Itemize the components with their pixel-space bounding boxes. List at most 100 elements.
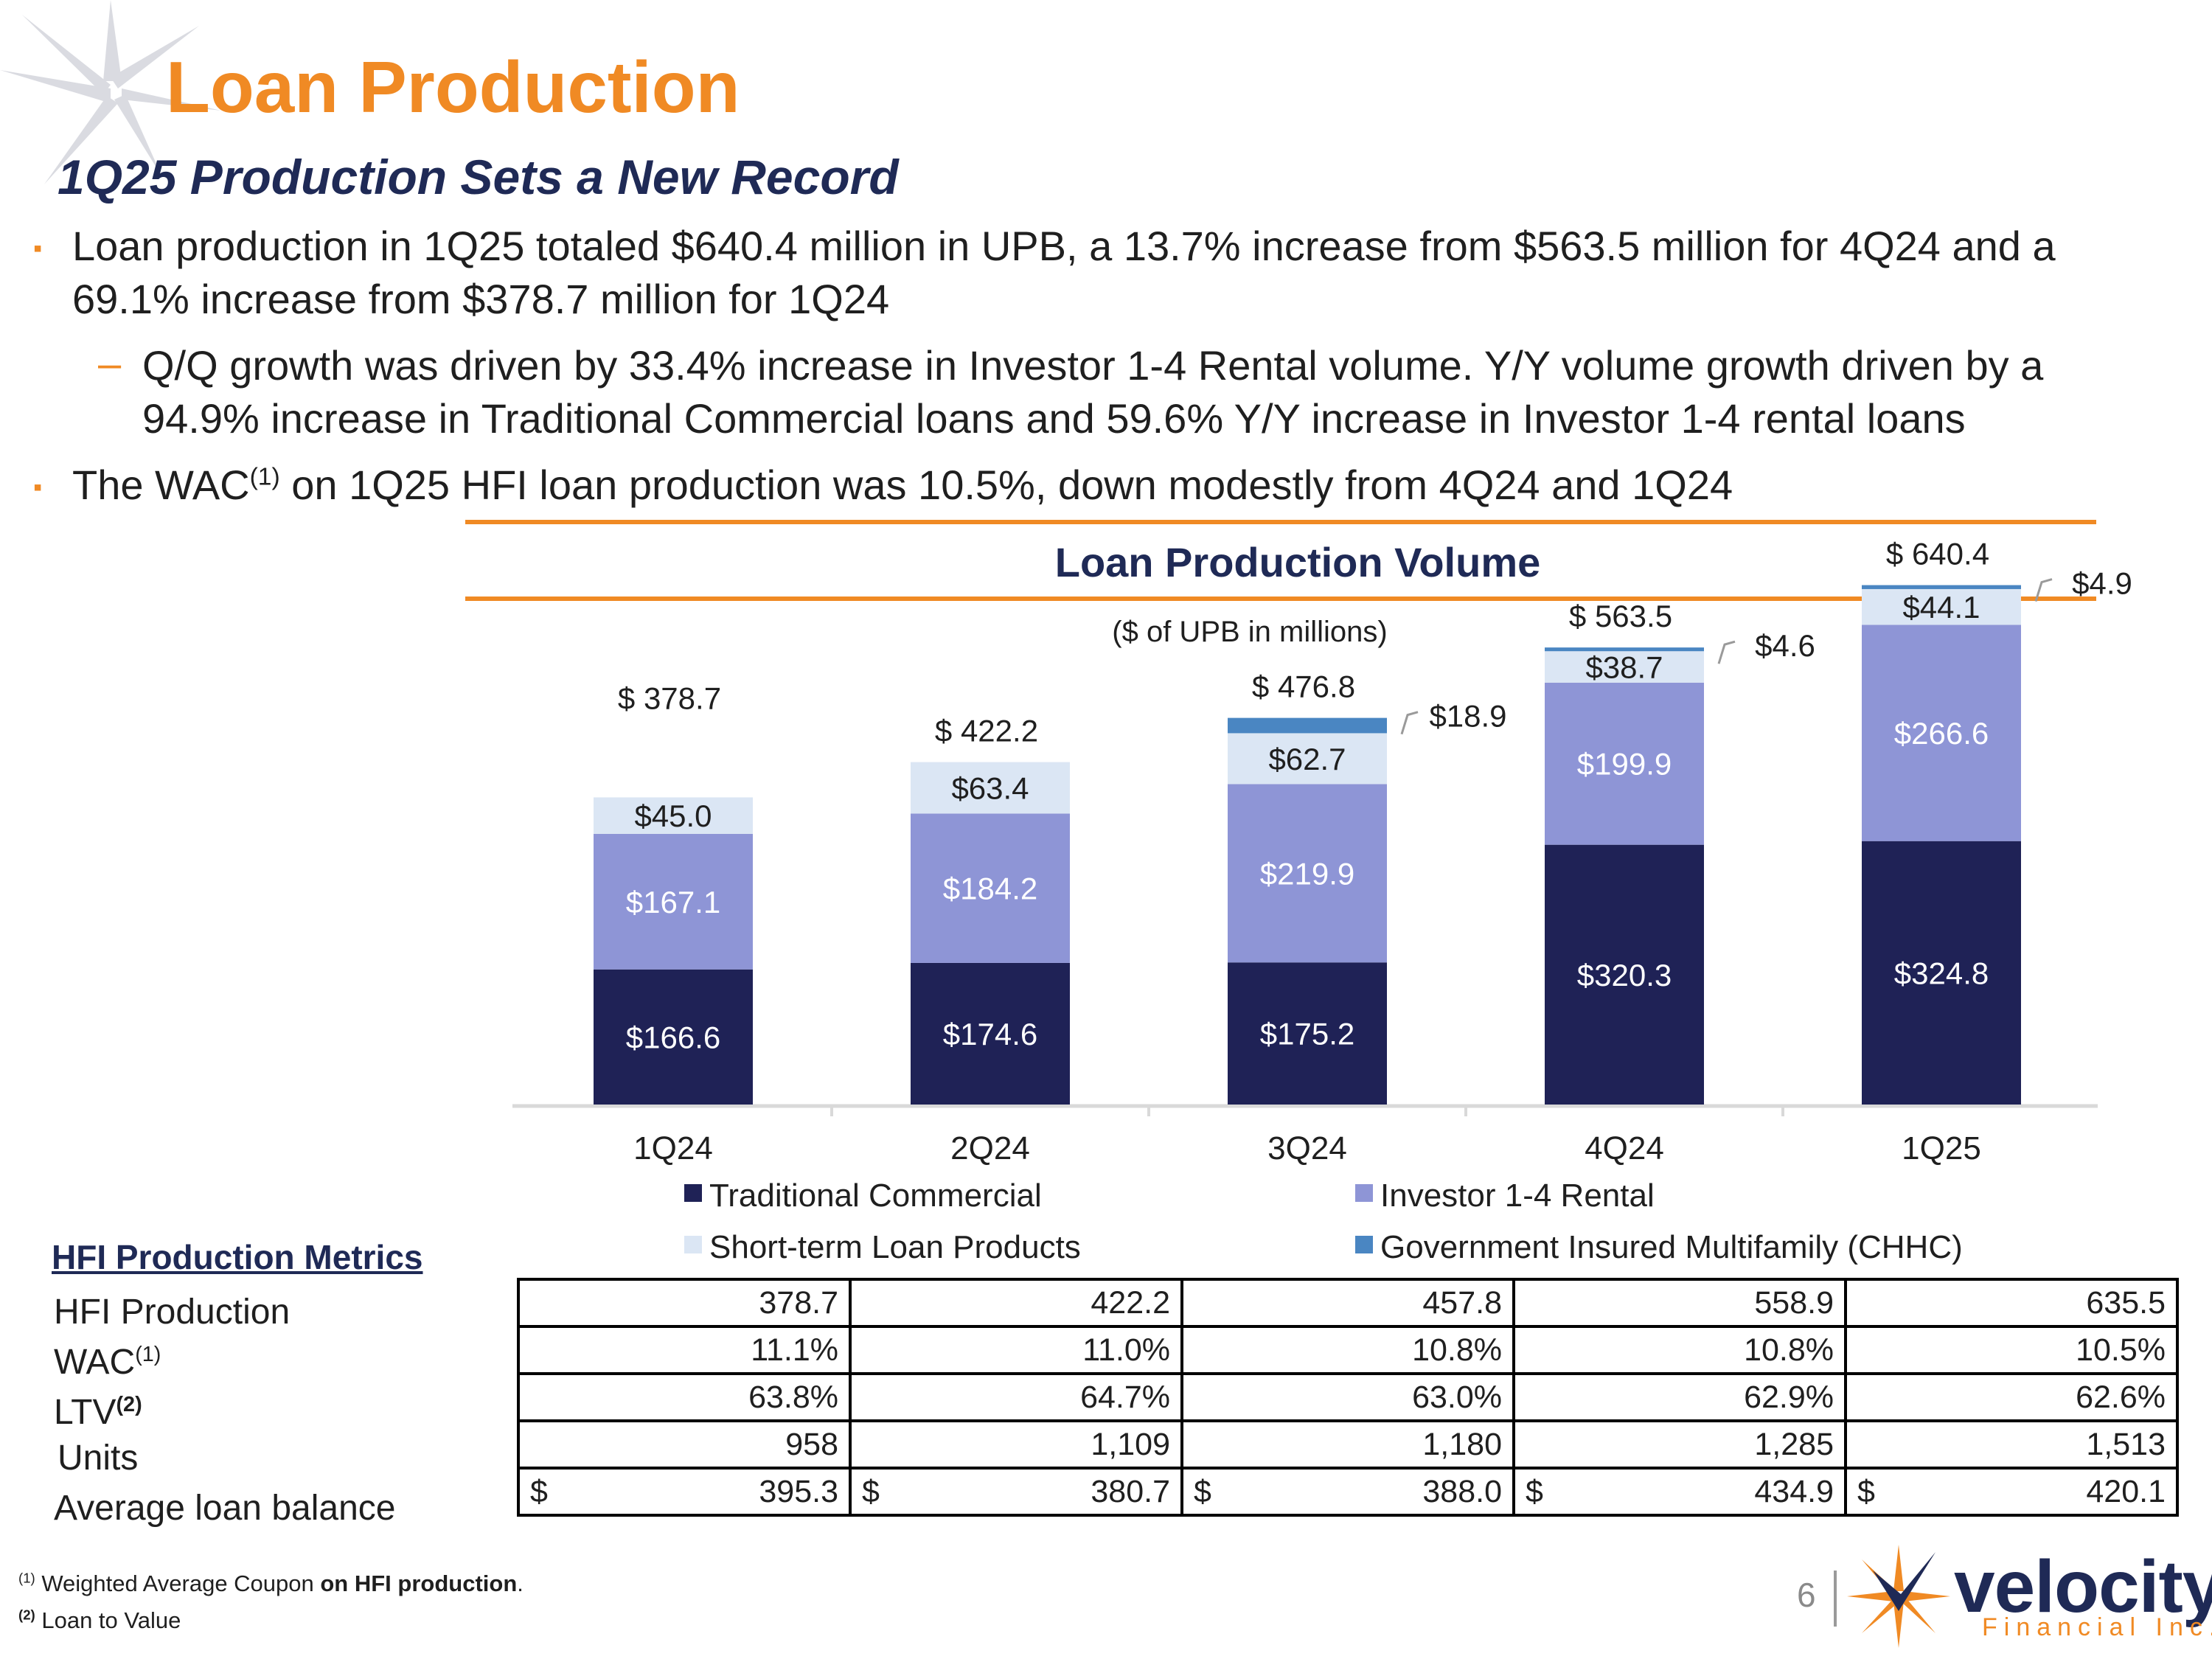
- bar-segment: [1228, 784, 1387, 963]
- bar-segment: [1545, 844, 1704, 1105]
- bar-segment: [1228, 717, 1387, 734]
- leader-line: [1717, 640, 1736, 664]
- metrics-table-cell: 422.2: [849, 1278, 1183, 1328]
- legend-swatch: [1355, 1184, 1373, 1202]
- metrics-row-label-text: Units: [58, 1439, 139, 1478]
- metrics-table-cell: 11.0%: [849, 1325, 1183, 1375]
- metrics-table-cell: 378.7: [517, 1278, 852, 1328]
- metrics-table-cell: $388.0: [1180, 1467, 1515, 1517]
- metrics-cell-value: 388.0: [1422, 1473, 1502, 1509]
- metrics-table-cell: 63.0%: [1180, 1372, 1515, 1422]
- metrics-cell-value: 958: [785, 1426, 838, 1462]
- metrics-cell-value: 63.0%: [1412, 1379, 1502, 1415]
- metrics-table-row: 958 1,109 1,180 1,285 1,513: [517, 1419, 2179, 1470]
- bullet-marker: ▪: [33, 473, 43, 501]
- bar-value-label: $45.0: [634, 799, 712, 833]
- bar-segment: [1862, 588, 2021, 625]
- bar-value-label: $219.9: [1260, 856, 1354, 891]
- metrics-table-cell: 62.9%: [1512, 1372, 1847, 1422]
- page-title: Loan Production: [166, 46, 740, 128]
- bar-value-label: $175.2: [1260, 1017, 1354, 1051]
- metrics-cell-value: 11.0%: [1082, 1332, 1170, 1368]
- metrics-table-cell: 457.8: [1180, 1278, 1515, 1328]
- bullet-2-sup: (1): [249, 463, 280, 491]
- metrics-table: 378.7 422.2 457.8 558.9 635.5 11.1% 11.0% 10.8%…: [517, 1278, 2179, 1517]
- bar-segment: [1862, 841, 2021, 1105]
- metrics-row-label-sup: (1): [135, 1343, 161, 1366]
- metrics-table-cell: 1,513: [1844, 1419, 2179, 1470]
- legend-label: Short-term Loan Products: [709, 1229, 1081, 1265]
- bar-total-label: $ 422.2: [935, 714, 1038, 748]
- bar-segment: [1545, 647, 1704, 652]
- bar-segment: [594, 797, 753, 834]
- metrics-table-cell: 958: [517, 1419, 852, 1470]
- bullet-2: The WAC(1) on 1Q25 HFI loan production w…: [72, 459, 1733, 512]
- x-tick-label: 1Q24: [633, 1130, 713, 1166]
- metrics-cell-value: 395.3: [759, 1473, 838, 1509]
- footnote-1-sup: (1): [18, 1570, 35, 1586]
- page-number: 6: [1797, 1576, 1816, 1614]
- bar-segment: [1228, 733, 1387, 785]
- bar-segment: [1545, 682, 1704, 845]
- metrics-row-label: Units: [58, 1438, 138, 1478]
- bar-value-label: $266.6: [1894, 716, 1989, 751]
- x-tick-label: 4Q24: [1585, 1130, 1664, 1166]
- metrics-cell-value: 422.2: [1091, 1284, 1170, 1321]
- bar-total-label: $ 640.4: [1886, 537, 1989, 571]
- bar-value-label: $18.9: [1429, 699, 1506, 734]
- metrics-table-cell: 1,180: [1180, 1419, 1515, 1470]
- bar-total-label: $ 476.8: [1252, 669, 1355, 704]
- footnote-1: (1) Weighted Average Coupon on HFI produ…: [18, 1571, 524, 1597]
- chart-subtitle: ($ of UPB in millions): [1112, 616, 1387, 648]
- metrics-cell-value: 1,109: [1091, 1426, 1170, 1462]
- metrics-table-row: 11.1% 11.0% 10.8% 10.8% 10.5%: [517, 1325, 2179, 1375]
- metrics-row-label: LTV(2): [54, 1392, 142, 1433]
- metrics-row-label-text: HFI Production: [54, 1293, 291, 1332]
- metrics-table-cell: 1,109: [849, 1419, 1183, 1470]
- metrics-cell-value: 420.1: [2086, 1473, 2166, 1509]
- metrics-row-label-text: WAC: [54, 1343, 136, 1382]
- currency-symbol: $: [1194, 1473, 1211, 1509]
- metrics-row-label-text: Average loan balance: [54, 1489, 396, 1528]
- metrics-row-label: HFI Production: [54, 1292, 290, 1332]
- bar-value-label: $38.7: [1585, 650, 1663, 684]
- metrics-table-cell: 63.8%: [517, 1372, 852, 1422]
- legend-label: Investor 1-4 Rental: [1380, 1178, 1655, 1214]
- footnote-2: (2) Loan to Value: [18, 1607, 181, 1634]
- sub-bullet-line-2: 94.9% increase in Traditional Commercial…: [142, 395, 1966, 442]
- metrics-cell-value: 457.8: [1422, 1284, 1502, 1321]
- footnote-1-end: .: [517, 1571, 524, 1596]
- bar-total-label: $ 378.7: [618, 681, 721, 715]
- metrics-cell-value: 1,180: [1422, 1426, 1502, 1462]
- legend-label: Government Insured Multifamily (CHHC): [1380, 1229, 1963, 1265]
- page-subtitle: 1Q25 Production Sets a New Record: [58, 150, 899, 204]
- bar-segment: [911, 813, 1070, 963]
- metrics-cell-value: 62.9%: [1744, 1379, 1834, 1415]
- bar-segment: [1545, 651, 1704, 683]
- currency-symbol: $: [1526, 1473, 1543, 1509]
- metrics-heading: HFI Production Metrics: [52, 1238, 423, 1276]
- metrics-cell-value: 1,513: [2086, 1426, 2166, 1462]
- metrics-row-label-sup: (2): [116, 1393, 142, 1416]
- metrics-cell-value: 10.8%: [1744, 1332, 1834, 1368]
- bullet-marker: ▪: [33, 234, 43, 262]
- bar-value-label: $166.6: [626, 1020, 720, 1054]
- metrics-cell-value: 63.8%: [748, 1379, 838, 1415]
- metrics-table-row: 63.8% 64.7% 63.0% 62.9% 62.6%: [517, 1372, 2179, 1422]
- leader-line: [1400, 711, 1419, 735]
- metrics-table-cell: 10.8%: [1180, 1325, 1515, 1375]
- metrics-cell-value: 558.9: [1754, 1284, 1834, 1321]
- metrics-table-cell: 10.5%: [1844, 1325, 2179, 1375]
- metrics-table-cell: 1,285: [1512, 1419, 1847, 1470]
- metrics-cell-value: 378.7: [759, 1284, 838, 1321]
- metrics-row-label: WAC(1): [54, 1342, 161, 1382]
- currency-symbol: $: [530, 1473, 548, 1509]
- bar-segment: [911, 762, 1070, 814]
- bar-segment: [1228, 962, 1387, 1105]
- sub-bullet-line-1: Q/Q growth was driven by 33.4% increase …: [142, 342, 2044, 389]
- velocity-star-icon: [1847, 1545, 1950, 1648]
- bar-value-label: $44.1: [1902, 590, 1980, 625]
- metrics-table-cell: 10.8%: [1512, 1325, 1847, 1375]
- x-tick-label: 1Q25: [1902, 1130, 1981, 1166]
- bar-value-label: $4.6: [1755, 628, 1815, 663]
